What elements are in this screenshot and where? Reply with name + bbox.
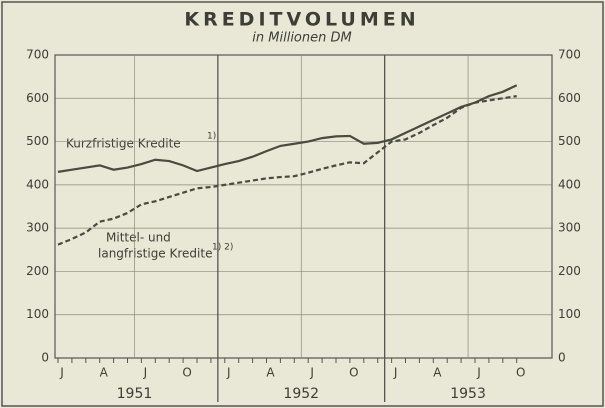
chart-title: KREDITVOLUMEN (184, 9, 419, 31)
y2-tick-label: 100 (558, 307, 581, 321)
y2-tick-label: 200 (558, 264, 581, 278)
year-label: 1951 (117, 386, 153, 402)
x-tick-label: O (182, 366, 191, 380)
y2-tick-label: 300 (558, 221, 581, 235)
x-tick-label: O (516, 366, 525, 380)
annotation: langfristige Kredite (98, 247, 212, 261)
annotation: 1) (207, 132, 216, 142)
y-tick-label: 400 (26, 177, 49, 191)
x-tick-label: J (59, 366, 64, 380)
y-tick-label: 500 (26, 134, 49, 148)
annotation: 1) 2) (212, 243, 233, 253)
x-tick-label: A (433, 366, 442, 380)
year-label: 1952 (283, 386, 319, 402)
y-tick-label: 600 (26, 91, 49, 105)
annotation: Kurzfristige Kredite (66, 137, 181, 151)
x-tick-label: J (476, 366, 481, 380)
y2-tick-label: 500 (558, 134, 581, 148)
y2-tick-label: 0 (558, 351, 566, 365)
y-tick-label: 0 (41, 351, 49, 365)
y-tick-label: 700 (26, 48, 49, 62)
y2-tick-label: 400 (558, 177, 581, 191)
x-tick-label: O (349, 366, 358, 380)
x-tick-label: J (309, 366, 314, 380)
data-line (57, 84, 518, 173)
plot-frame (54, 54, 553, 359)
x-tick-label: A (266, 366, 275, 380)
chart-subtitle: in Millionen DM (252, 31, 351, 46)
y-tick-label: 100 (26, 307, 49, 321)
y2-tick-label: 700 (558, 48, 581, 62)
x-tick-label: J (393, 366, 398, 380)
y2-tick-label: 600 (558, 91, 581, 105)
x-tick-label: J (143, 366, 148, 380)
x-tick-label: J (226, 366, 231, 380)
annotation: Mittel- und (106, 231, 171, 245)
data-line (57, 95, 517, 246)
y-tick-label: 200 (26, 264, 49, 278)
x-tick-label: A (100, 366, 109, 380)
y-tick-label: 300 (26, 221, 49, 235)
year-label: 1953 (450, 386, 486, 402)
